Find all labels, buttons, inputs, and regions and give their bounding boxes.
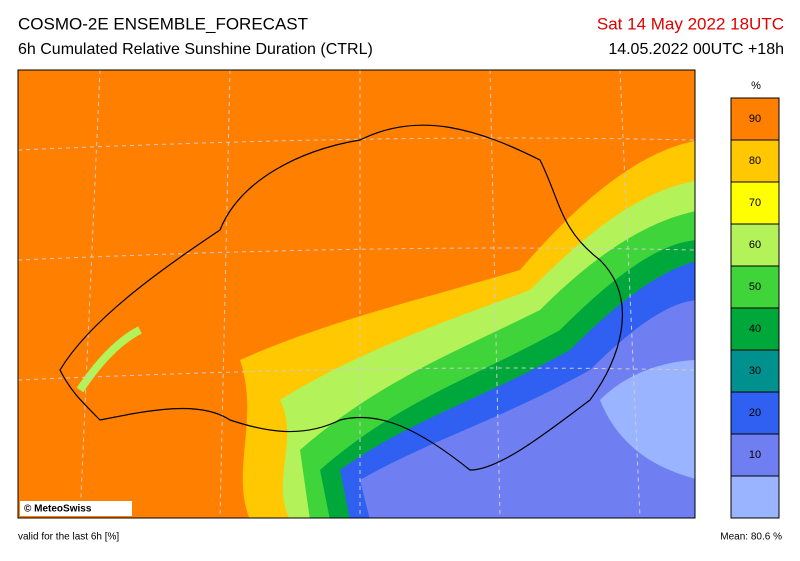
colorbar-tick-label: 90	[749, 113, 761, 125]
colorbar-band	[731, 476, 779, 518]
colorbar-tick-label: 10	[749, 449, 761, 461]
colorbar-band	[731, 434, 779, 476]
colorbar-band	[731, 308, 779, 350]
valid-time: Sat 14 May 2022 18UTC	[597, 14, 784, 33]
colorbar-band	[731, 182, 779, 224]
border	[59, 124, 623, 471]
field-10	[600, 360, 695, 479]
field-20	[360, 300, 695, 518]
colorbar-band	[731, 224, 779, 266]
colorbar-band	[731, 392, 779, 434]
colorbar-tick-label: 80	[749, 155, 761, 167]
map: © MeteoSwiss	[17, 69, 696, 519]
credit-box	[20, 501, 132, 516]
colorbar-band	[731, 266, 779, 308]
colorbar-tick-label: 60	[749, 239, 761, 251]
colorbar-tick-label: 50	[749, 281, 761, 293]
field-lake	[76, 326, 142, 393]
colorbar-tick-label: 70	[749, 197, 761, 209]
subtitle: 6h Cumulated Relative Sunshine Duration …	[18, 41, 373, 58]
title: COSMO-2E ENSEMBLE_FORECAST	[18, 14, 308, 33]
colorbar: % 10 20 30 40 50 60 70 80 90	[730, 80, 780, 519]
colorbar-tick-label: 30	[749, 365, 761, 377]
footer-note: valid for the last 6h [%]	[18, 532, 119, 543]
colorbar-band	[731, 140, 779, 182]
map-frame	[17, 69, 696, 519]
footer-mean: Mean: 80.6 %	[720, 532, 782, 543]
colorbar-tick-label: 20	[749, 407, 761, 419]
colorbar-tick-label: 40	[749, 323, 761, 335]
graticule	[18, 70, 695, 518]
credit: © MeteoSwiss	[24, 504, 92, 515]
colorbar-unit: %	[751, 80, 761, 92]
run-time: 14.05.2022 00UTC +18h	[608, 41, 784, 58]
colorbar-band	[731, 350, 779, 392]
colorbar-band	[731, 98, 779, 140]
